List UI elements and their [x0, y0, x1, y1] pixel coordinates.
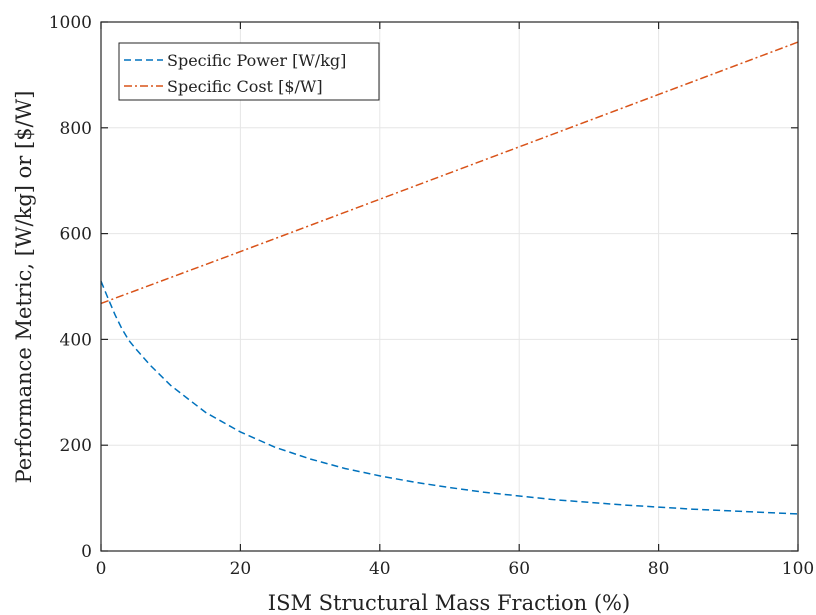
- x-tick-label: 20: [230, 559, 252, 579]
- y-tick-label: 1000: [49, 13, 92, 33]
- y-axis-label: Performance Metric, [W/kg] or [$/W]: [12, 91, 36, 484]
- y-tick-label: 200: [60, 436, 92, 456]
- grid: [101, 22, 798, 551]
- series-line-specific-power: [100, 280, 799, 515]
- series-layer: [100, 41, 799, 515]
- ticks: [100, 21, 799, 552]
- y-tick-label: 800: [60, 119, 92, 139]
- axes-box: [100, 21, 799, 552]
- x-axis-label: ISM Structural Mass Fraction (%): [268, 591, 630, 615]
- legend-label-specific-cost: Specific Cost [$/W]: [167, 77, 323, 96]
- x-tick-label: 80: [648, 559, 670, 579]
- y-tick-label: 0: [81, 542, 92, 562]
- y-tick-label: 400: [60, 330, 92, 350]
- series-line-specific-cost: [100, 41, 799, 305]
- y-tick-label: 600: [60, 225, 92, 245]
- x-tick-label: 0: [96, 559, 107, 579]
- x-tick-label: 100: [782, 559, 814, 579]
- x-tick-label: 40: [369, 559, 391, 579]
- legend-box: [118, 42, 380, 101]
- x-tick-label: 60: [508, 559, 530, 579]
- legend-label-specific-power: Specific Power [W/kg]: [167, 51, 346, 70]
- legend: Specific Power [W/kg] Specific Cost [$/W…: [118, 42, 380, 101]
